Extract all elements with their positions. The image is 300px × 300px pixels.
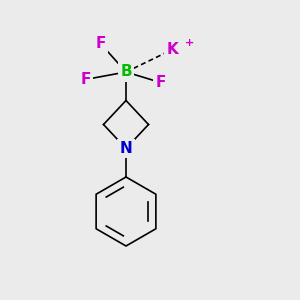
Text: N: N <box>120 141 132 156</box>
Text: +: + <box>184 38 194 49</box>
Text: B: B <box>120 64 132 80</box>
Text: F: F <box>95 36 106 51</box>
Text: F: F <box>155 75 166 90</box>
Text: F: F <box>80 72 91 87</box>
Text: K: K <box>167 42 178 57</box>
